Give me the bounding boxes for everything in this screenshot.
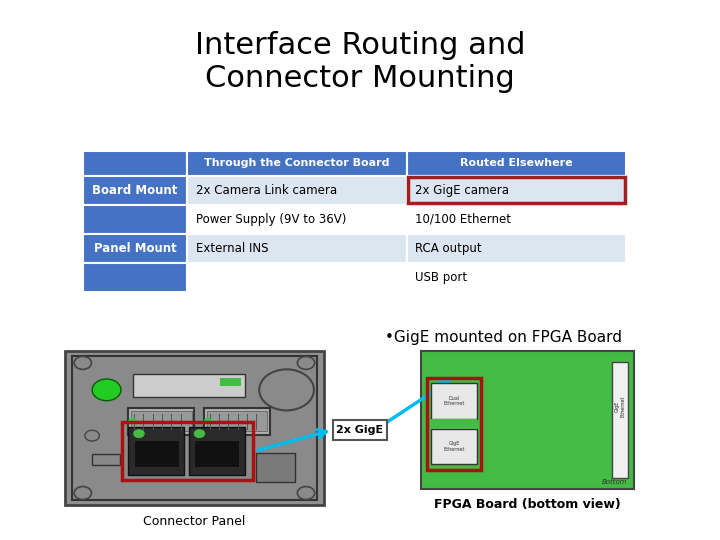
Bar [83, 176, 187, 205]
Bar [187, 205, 407, 234]
Text: Bottom: Bottom [602, 479, 628, 485]
Circle shape [129, 418, 136, 424]
Bar [333, 420, 387, 440]
Text: Board Mount: Board Mount [92, 184, 178, 197]
Text: Connector Panel: Connector Panel [143, 515, 246, 528]
Text: Through the Connector Board: Through the Connector Board [204, 158, 390, 168]
Bar [189, 427, 245, 475]
Text: USB port: USB port [415, 271, 467, 284]
Bar [427, 378, 481, 470]
Text: 2x GigE camera: 2x GigE camera [415, 184, 510, 197]
Bar [133, 374, 245, 397]
Bar [407, 234, 626, 263]
Bar [431, 383, 477, 418]
Bar [122, 422, 253, 480]
Bar [407, 205, 626, 234]
Text: RCA output: RCA output [415, 242, 482, 255]
Bar [128, 408, 194, 435]
Text: Panel Mount: Panel Mount [94, 242, 176, 255]
Bar [431, 418, 477, 429]
Bar [207, 411, 267, 431]
Bar [72, 356, 317, 500]
Text: External INS: External INS [196, 242, 269, 255]
Bar [256, 453, 295, 482]
Text: 2x GigE: 2x GigE [336, 425, 383, 435]
Text: Connector Mounting: Connector Mounting [205, 64, 515, 93]
Bar [431, 429, 477, 464]
Bar [407, 176, 626, 205]
Circle shape [204, 418, 212, 424]
Bar [204, 408, 270, 435]
Text: FPGA Board (bottom view): FPGA Board (bottom view) [434, 498, 621, 511]
Bar [407, 263, 626, 292]
Text: Power Supply (9V to 36V): Power Supply (9V to 36V) [196, 213, 346, 226]
Bar [83, 151, 187, 176]
Bar [421, 351, 634, 489]
Bar [187, 176, 407, 205]
Bar [612, 362, 628, 478]
Text: •GigE mounted on FPGA Board: •GigE mounted on FPGA Board [385, 330, 622, 345]
Bar [220, 378, 241, 386]
Bar [83, 263, 187, 292]
Bar [131, 411, 192, 431]
Text: 10/100 Ethernet: 10/100 Ethernet [415, 213, 511, 226]
Text: 2x Camera Link camera: 2x Camera Link camera [196, 184, 337, 197]
Text: Routed Elsewhere: Routed Elsewhere [460, 158, 573, 168]
Bar [187, 234, 407, 263]
Bar [194, 440, 239, 467]
Text: GigE
Ethernet: GigE Ethernet [444, 442, 464, 453]
Bar [128, 427, 184, 475]
Text: Dual
Ethernet: Dual Ethernet [444, 395, 464, 406]
Bar [65, 351, 324, 505]
Bar [83, 234, 187, 263]
Circle shape [134, 430, 144, 437]
Bar [92, 454, 120, 465]
Bar [83, 205, 187, 234]
Bar [187, 263, 407, 292]
Bar [187, 151, 407, 176]
Bar [408, 177, 625, 203]
Bar [134, 440, 179, 467]
Bar [407, 151, 626, 176]
Text: Interface Routing and: Interface Routing and [194, 31, 526, 60]
Text: GigE
Ethernet: GigE Ethernet [615, 395, 625, 417]
Circle shape [92, 379, 121, 401]
Circle shape [194, 430, 204, 437]
